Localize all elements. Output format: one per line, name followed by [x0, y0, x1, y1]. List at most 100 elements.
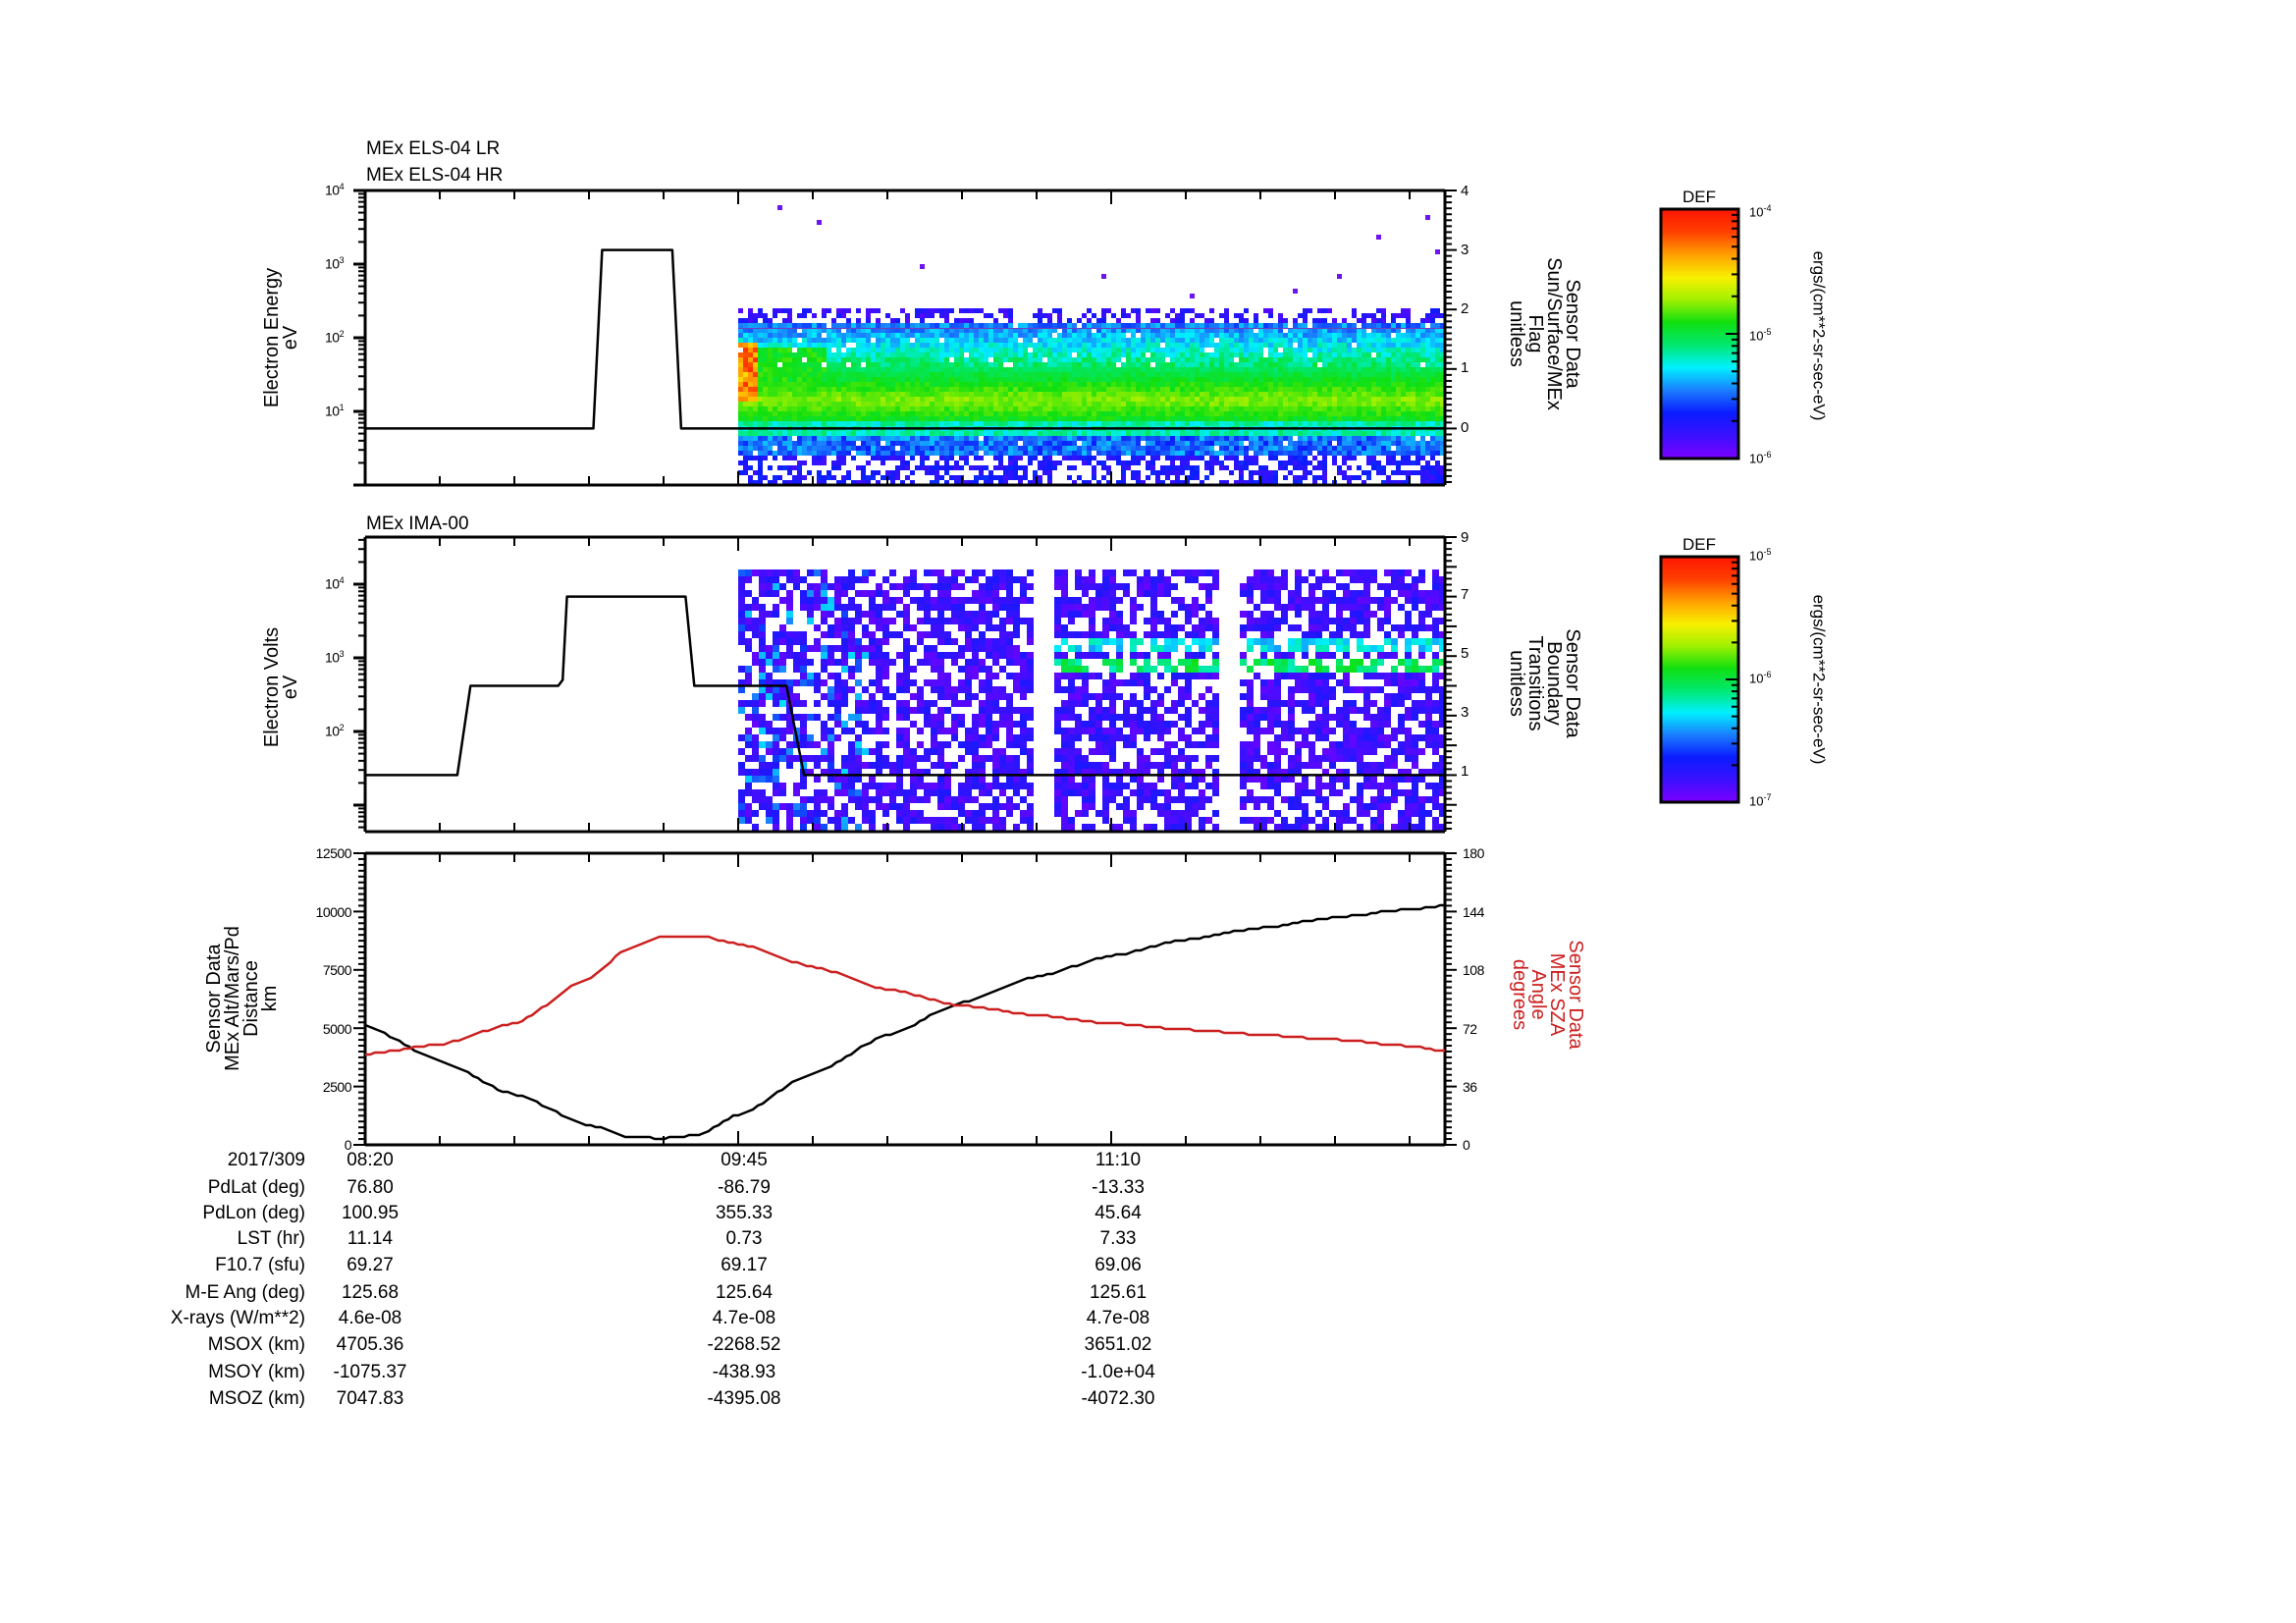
row-value: 125.61 — [1089, 1282, 1148, 1303]
els-flag-line — [365, 248, 1445, 430]
els-left-axis-label: Electron Energy eV — [261, 268, 301, 407]
colorbar-els-units: ergs/(cm**2-sr-sec-eV) — [1809, 250, 1829, 421]
panel-els-title-lr: MEx ELS-04 LR — [366, 138, 501, 159]
row-value: 11.14 — [347, 1228, 394, 1249]
ima-rtick-3: 3 — [1461, 704, 1468, 721]
row-value: -438.93 — [712, 1362, 776, 1382]
orbit-left-label-line4: km — [259, 985, 281, 1012]
colorbar-els-frame — [1659, 207, 1740, 460]
ima-ytick-1e3: 103 — [325, 649, 345, 666]
ima-right-label-line4: unitless — [1506, 650, 1527, 717]
orbit-ltick-12500: 12500 — [315, 845, 352, 861]
row-label: PdLon (deg) — [202, 1203, 305, 1223]
els-ytick-1e4: 104 — [325, 182, 345, 198]
orbit-ltick-2500: 2500 — [322, 1079, 352, 1095]
orbit-ltick-0: 0 — [344, 1137, 352, 1153]
orbit-rtick-0: 0 — [1463, 1137, 1470, 1153]
row-value: 76.80 — [347, 1177, 394, 1198]
colorbar-ima-frame — [1659, 555, 1740, 804]
row-value: -1075.37 — [333, 1362, 407, 1382]
row-value: 3651.02 — [1084, 1334, 1152, 1355]
orbit-rtick-36: 36 — [1463, 1079, 1477, 1095]
orbit-ltick-5000: 5000 — [322, 1021, 352, 1037]
row-value: 7047.83 — [336, 1388, 404, 1409]
row-value: 125.68 — [341, 1282, 400, 1303]
row-value: 4.6e-08 — [338, 1308, 402, 1328]
colorbar-els-tick-mid: 10-5 — [1749, 327, 1772, 344]
table-row: F10.7 (sfu) 69.27 69.17 69.06 — [0, 1255, 2296, 1276]
table-row: M-E Ang (deg) 125.68 125.64 125.61 — [0, 1282, 2296, 1304]
row-value: -4395.08 — [707, 1388, 781, 1409]
panel-els-title-hr: MEx ELS-04 HR — [366, 165, 504, 186]
ima-ytick-1e4: 104 — [325, 575, 345, 592]
row-label: MSOY (km) — [208, 1362, 305, 1382]
orbit-left-axis-label: Sensor Data MEx Alt/Mars/Pd Distance km — [203, 926, 281, 1071]
row-label: LST (hr) — [237, 1228, 305, 1249]
colorbar-ima-tick-max: 10-5 — [1749, 547, 1772, 564]
row-label: MSOZ (km) — [208, 1388, 305, 1409]
xtick-label: 08:20 — [347, 1150, 394, 1170]
colorbar-ima-units: ergs/(cm**2-sr-sec-eV) — [1809, 594, 1829, 765]
ima-rtick-5: 5 — [1461, 645, 1468, 662]
row-value: 69.06 — [1095, 1255, 1142, 1275]
row-value: -2268.52 — [707, 1334, 781, 1355]
colorbar-ima-tick-min: 10-7 — [1749, 792, 1772, 809]
row-value: -86.79 — [718, 1177, 771, 1198]
ima-ytick-1e2: 102 — [325, 723, 345, 739]
els-right-label-line1: Sensor Data — [1562, 279, 1583, 389]
colorbar-els-tick-max: 10-4 — [1749, 203, 1772, 220]
ima-left-axis-label: Electron Volts eV — [261, 627, 301, 747]
els-right-label-line3: Flag — [1524, 314, 1546, 353]
els-ytick-1e3: 103 — [325, 255, 345, 272]
els-left-label-line2: eV — [280, 325, 301, 351]
row-label: M-E Ang (deg) — [185, 1282, 306, 1303]
els-rtick-4: 4 — [1461, 183, 1468, 199]
ima-rtick-9: 9 — [1461, 529, 1468, 546]
orbit-ltick-10000: 10000 — [315, 904, 352, 920]
table-row: X-rays (W/m**2) 4.6e-08 4.7e-08 4.7e-08 — [0, 1308, 2296, 1329]
table-row: MSOX (km) 4705.36 -2268.52 3651.02 — [0, 1334, 2296, 1356]
orbit-right-label-line3: Angle — [1527, 969, 1549, 1020]
row-value: 4705.36 — [336, 1334, 404, 1355]
ima-spectrogram — [738, 537, 1445, 832]
ima-right-label-line2: Boundary — [1543, 641, 1565, 726]
colorbar-els-tick-min: 10-6 — [1749, 450, 1772, 466]
row-label: MSOX (km) — [207, 1334, 305, 1355]
orbit-rtick-108: 108 — [1463, 962, 1484, 978]
row-value: -1.0e+04 — [1081, 1362, 1155, 1382]
colorbar-ima-tick-mid: 10-6 — [1749, 670, 1772, 686]
altitude-line — [364, 903, 1445, 1141]
orbit-ltick-7500: 7500 — [322, 962, 352, 978]
ima-rtick-7: 7 — [1461, 586, 1468, 603]
ima-right-label-line3: Transitions — [1524, 635, 1546, 731]
ima-right-label-line1: Sensor Data — [1562, 628, 1583, 738]
ima-boundary-line — [365, 595, 1445, 777]
row-value: 7.33 — [1099, 1228, 1137, 1249]
ima-rtick-1: 1 — [1461, 763, 1468, 780]
date-label: 2017/309 — [227, 1150, 305, 1170]
row-value: 69.27 — [347, 1255, 394, 1275]
row-label: PdLat (deg) — [207, 1177, 305, 1198]
orbit-right-axis-label: Sensor Data MEx SZA Angle degrees — [1509, 940, 1586, 1049]
orbit-rtick-72: 72 — [1463, 1021, 1477, 1037]
row-value: 69.17 — [721, 1255, 768, 1275]
row-value: 125.64 — [715, 1282, 774, 1303]
els-right-axis-label: Sensor Data Sun/Surface/MEx Flag unitles… — [1506, 257, 1583, 410]
els-ytick-1e2: 102 — [325, 329, 345, 346]
els-rtick-2: 2 — [1461, 300, 1468, 317]
els-rtick-3: 3 — [1461, 242, 1468, 258]
table-row: PdLat (deg) 76.80 -86.79 -13.33 — [0, 1177, 2296, 1199]
orbit-right-label-line2: MEx SZA — [1546, 952, 1568, 1037]
table-row: LST (hr) 11.14 0.73 7.33 — [0, 1228, 2296, 1250]
panel-ima-title: MEx IMA-00 — [366, 514, 469, 534]
els-spectrogram — [738, 190, 1445, 485]
colorbar-els-title: DEF — [1682, 188, 1716, 206]
row-value: 355.33 — [715, 1203, 774, 1223]
table-row: MSOY (km) -1075.37 -438.93 -1.0e+04 — [0, 1362, 2296, 1383]
ima-left-label-line2: eV — [280, 675, 301, 700]
els-rtick-1: 1 — [1461, 359, 1468, 376]
els-rtick-0: 0 — [1461, 419, 1468, 436]
sza-line — [365, 935, 1445, 1056]
row-value: 45.64 — [1095, 1203, 1142, 1223]
